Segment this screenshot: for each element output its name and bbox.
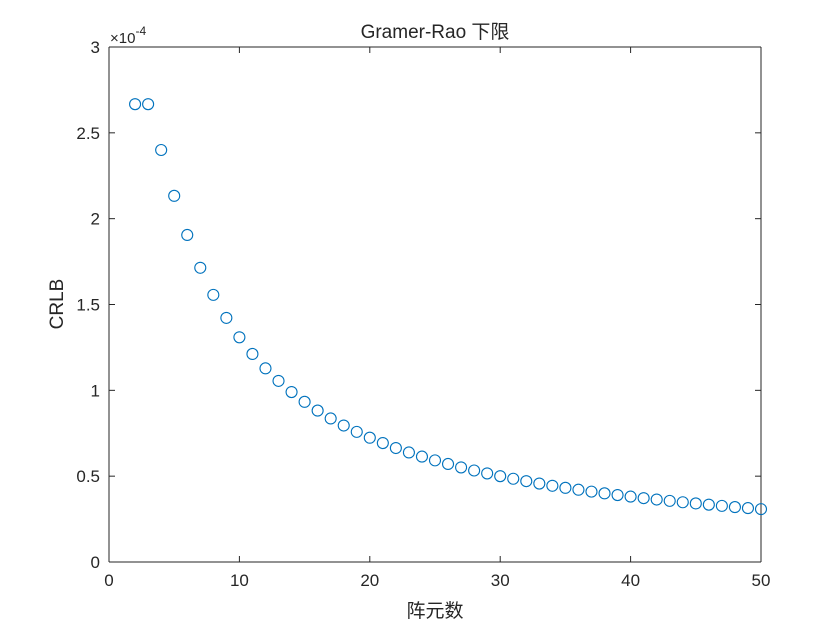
data-point	[337, 419, 350, 432]
data-point	[220, 311, 233, 324]
y-ticks: 0 0.5 1 1.5 2 2.5 3	[76, 38, 761, 572]
y-exponent-multiplier: ×10	[110, 30, 135, 47]
data-point	[520, 475, 533, 488]
data-point	[168, 189, 181, 202]
data-point	[624, 490, 637, 503]
data-point	[598, 487, 611, 500]
data-point	[559, 481, 572, 494]
axes-box	[108, 46, 762, 563]
y-tick-label: 3	[91, 38, 100, 57]
data-point	[741, 502, 755, 515]
data-point	[754, 503, 768, 516]
y-tick-label: 1.5	[76, 296, 100, 315]
data-point	[298, 395, 311, 408]
data-point	[455, 461, 468, 474]
data-point	[650, 493, 663, 506]
y-tick-label: 0.5	[76, 467, 100, 486]
data-point	[402, 446, 415, 459]
data-point	[676, 496, 689, 509]
data-point	[507, 472, 520, 485]
data-point	[285, 385, 298, 399]
y-exponent-label: ×10-4	[110, 24, 146, 47]
y-tick-label: 2.5	[76, 124, 100, 143]
x-ticks: 0 10 20 30 40 50	[104, 47, 770, 590]
y-axis-label: CRLB	[47, 279, 68, 330]
x-axis-label: 阵元数	[406, 600, 463, 622]
data-point	[233, 331, 246, 344]
data-point	[611, 488, 624, 502]
x-tick-label: 20	[360, 571, 379, 590]
data-point	[324, 412, 337, 425]
data-point	[350, 425, 363, 438]
data-point	[415, 450, 429, 463]
data-point	[194, 261, 207, 274]
data-point	[389, 441, 402, 455]
data-point	[715, 499, 728, 512]
data-point	[728, 501, 741, 514]
data-point	[311, 404, 324, 417]
chart-title: Gramer-Rao 下限	[361, 21, 510, 43]
data-point	[689, 497, 702, 510]
data-point	[246, 347, 259, 360]
x-tick-label: 40	[621, 571, 640, 590]
data-point	[663, 494, 676, 507]
y-tick-label: 1	[91, 381, 100, 400]
data-point	[272, 374, 285, 387]
data-points	[129, 98, 768, 516]
x-tick-label: 30	[491, 571, 510, 590]
data-point	[363, 431, 376, 444]
data-point	[533, 477, 546, 490]
x-tick-label: 10	[230, 571, 249, 590]
data-point	[181, 228, 194, 242]
data-point	[468, 464, 481, 477]
data-point	[546, 479, 559, 492]
data-point	[142, 98, 155, 111]
data-point	[572, 483, 585, 496]
data-point	[376, 436, 389, 450]
y-tick-label: 2	[91, 210, 100, 229]
data-point	[428, 454, 442, 467]
data-point	[155, 143, 168, 157]
data-point	[494, 470, 507, 483]
data-point	[585, 485, 598, 498]
x-tick-label: 0	[104, 571, 113, 590]
data-point	[481, 467, 494, 480]
data-point	[637, 492, 650, 505]
y-exponent-power: -4	[135, 24, 146, 38]
x-tick-label: 50	[752, 571, 771, 590]
data-point	[259, 362, 272, 375]
y-tick-label: 0	[91, 553, 100, 572]
data-point	[441, 457, 455, 471]
data-point	[702, 498, 715, 511]
data-point	[207, 288, 220, 301]
data-point	[129, 98, 142, 111]
